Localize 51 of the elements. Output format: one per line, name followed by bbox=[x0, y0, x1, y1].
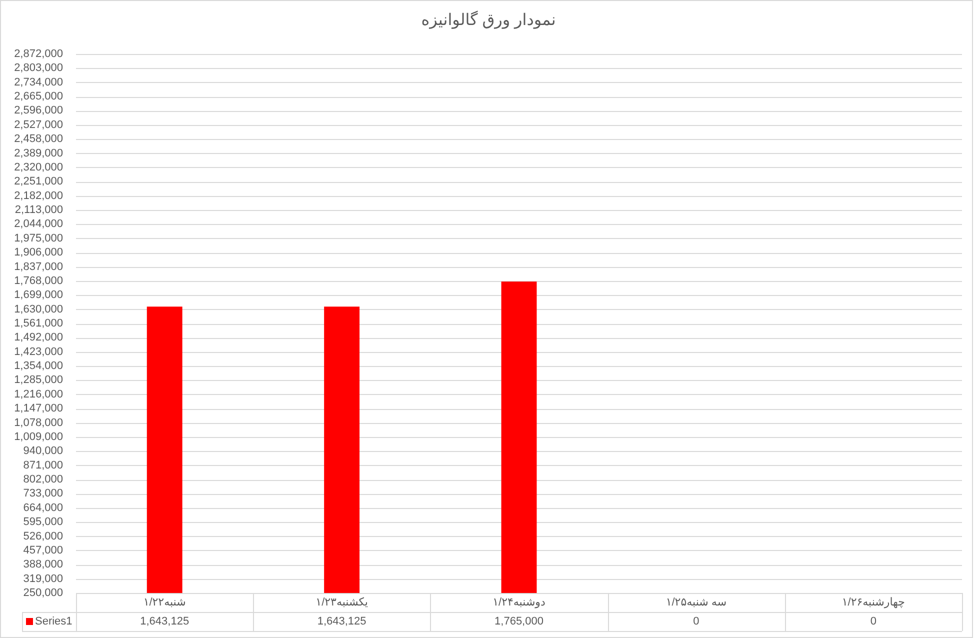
y-tick-label: 1,009,000 bbox=[14, 430, 63, 443]
y-tick-label: 1,837,000 bbox=[14, 260, 63, 273]
text: 0 bbox=[693, 616, 700, 628]
y-tick-label: 2,596,000 bbox=[14, 104, 63, 117]
y-tick-label: 1,699,000 bbox=[14, 289, 63, 302]
x-tick-label: دوشنبه۱/۲۴ bbox=[492, 596, 546, 608]
y-tick-label: 1,147,000 bbox=[14, 402, 63, 415]
y-tick-label: 664,000 bbox=[23, 502, 63, 514]
y-tick-label: 1,906,000 bbox=[14, 246, 63, 259]
y-tick-label: 1,423,000 bbox=[14, 346, 63, 358]
x-tick-label: چهارشنبه۱/۲۶ bbox=[842, 596, 905, 608]
y-tick-label: 2,251,000 bbox=[14, 176, 63, 188]
y-tick-label: 2,044,000 bbox=[14, 218, 63, 230]
y-tick-label: 526,000 bbox=[23, 530, 63, 542]
y-tick-label: 1,630,000 bbox=[14, 303, 63, 316]
y-tick-label: 250,000 bbox=[23, 587, 63, 599]
chart-title: نمودار ورق گالوانیزه bbox=[421, 10, 556, 29]
x-tick-label: یکشنبه۱/۲۳ bbox=[316, 596, 368, 608]
y-tick-label: 2,665,000 bbox=[14, 90, 63, 103]
y-tick-label: 2,320,000 bbox=[14, 161, 63, 174]
y-tick-label: 1,768,000 bbox=[14, 274, 63, 287]
data-label: 1,643,125 bbox=[140, 616, 190, 628]
text: 0 bbox=[870, 616, 876, 628]
y-tick-label: 2,803,000 bbox=[14, 62, 63, 74]
y-tick-label: 1,216,000 bbox=[14, 388, 63, 400]
y-tick-label: 871,000 bbox=[23, 459, 63, 472]
y-tick-label: 2,458,000 bbox=[14, 133, 63, 146]
y-tick-label: 1,078,000 bbox=[14, 416, 63, 429]
y-tick-label: 2,527,000 bbox=[14, 118, 63, 131]
y-tick-label: 802,000 bbox=[23, 474, 63, 486]
data-label: 1,643,125 bbox=[317, 616, 366, 628]
y-tick-label: 1,285,000 bbox=[14, 374, 63, 386]
y-tick-label: 940,000 bbox=[23, 445, 63, 458]
y-tick-label: 1,492,000 bbox=[14, 332, 63, 344]
y-tick-label: 388,000 bbox=[23, 558, 63, 571]
y-tick-label: 2,389,000 bbox=[14, 147, 63, 160]
x-tick-label: سه شنبه۱/۲۵ bbox=[666, 596, 727, 608]
y-tick-label: 595,000 bbox=[23, 516, 63, 528]
y-tick-label: 2,734,000 bbox=[14, 76, 63, 88]
y-tick-label: 2,872,000 bbox=[14, 48, 63, 60]
y-tick-label: 2,182,000 bbox=[14, 190, 63, 202]
y-tick-label: 457,000 bbox=[23, 544, 63, 556]
y-tick-label: 1,975,000 bbox=[14, 232, 63, 244]
data-label: 1,765,000 bbox=[494, 616, 544, 628]
y-tick-label: 1,561,000 bbox=[14, 318, 63, 330]
y-tick-label: 1,354,000 bbox=[14, 360, 63, 372]
y-tick-label: 2,113,000 bbox=[14, 204, 63, 216]
y-tick-label: 733,000 bbox=[23, 488, 63, 500]
y-tick-label: 319,000 bbox=[23, 572, 63, 585]
x-tick-label: شنبه۱/۲۲ bbox=[143, 596, 186, 608]
legend-label: Series1 bbox=[35, 616, 72, 628]
